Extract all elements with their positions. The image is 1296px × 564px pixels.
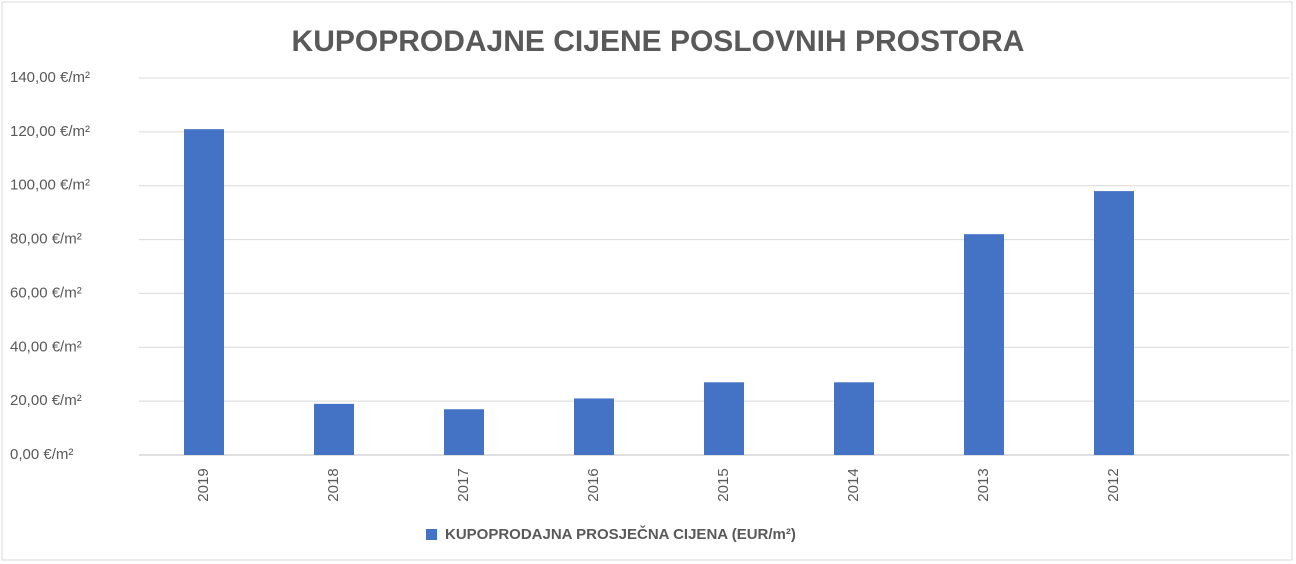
legend-label: KUPOPRODAJNA PROSJEČNA CIJENA (EUR/m²) — [445, 525, 796, 543]
bar — [704, 382, 744, 455]
x-tick-label: 2013 — [975, 468, 992, 501]
y-tick-label: 120,00 €/m² — [10, 123, 90, 140]
y-tick-label: 40,00 €/m² — [10, 338, 82, 355]
legend-swatch — [426, 529, 437, 540]
bar — [574, 398, 614, 455]
bar — [184, 129, 224, 455]
x-tick-label: 2018 — [325, 468, 342, 501]
x-tick-label: 2019 — [195, 468, 212, 501]
y-tick-label: 140,00 €/m² — [10, 69, 90, 86]
chart-title: KUPOPRODAJNE CIJENE POSLOVNIH PROSTORA — [292, 25, 1025, 58]
x-tick-label: 2014 — [845, 468, 862, 501]
y-tick-label: 80,00 €/m² — [10, 231, 82, 248]
x-tick-label: 2016 — [585, 468, 602, 501]
bar — [964, 234, 1004, 455]
bar — [314, 403, 354, 455]
bar — [834, 382, 874, 455]
x-tick-label: 2015 — [715, 468, 732, 501]
y-tick-label: 100,00 €/m² — [10, 177, 90, 194]
x-tick-label: 2017 — [455, 468, 472, 501]
y-tick-label: 0,00 €/m² — [10, 446, 73, 463]
x-tick-label: 2012 — [1105, 468, 1122, 501]
y-tick-label: 20,00 €/m² — [10, 392, 82, 409]
y-tick-label: 60,00 €/m² — [10, 284, 82, 301]
bar — [1094, 191, 1134, 455]
bar — [444, 409, 484, 455]
